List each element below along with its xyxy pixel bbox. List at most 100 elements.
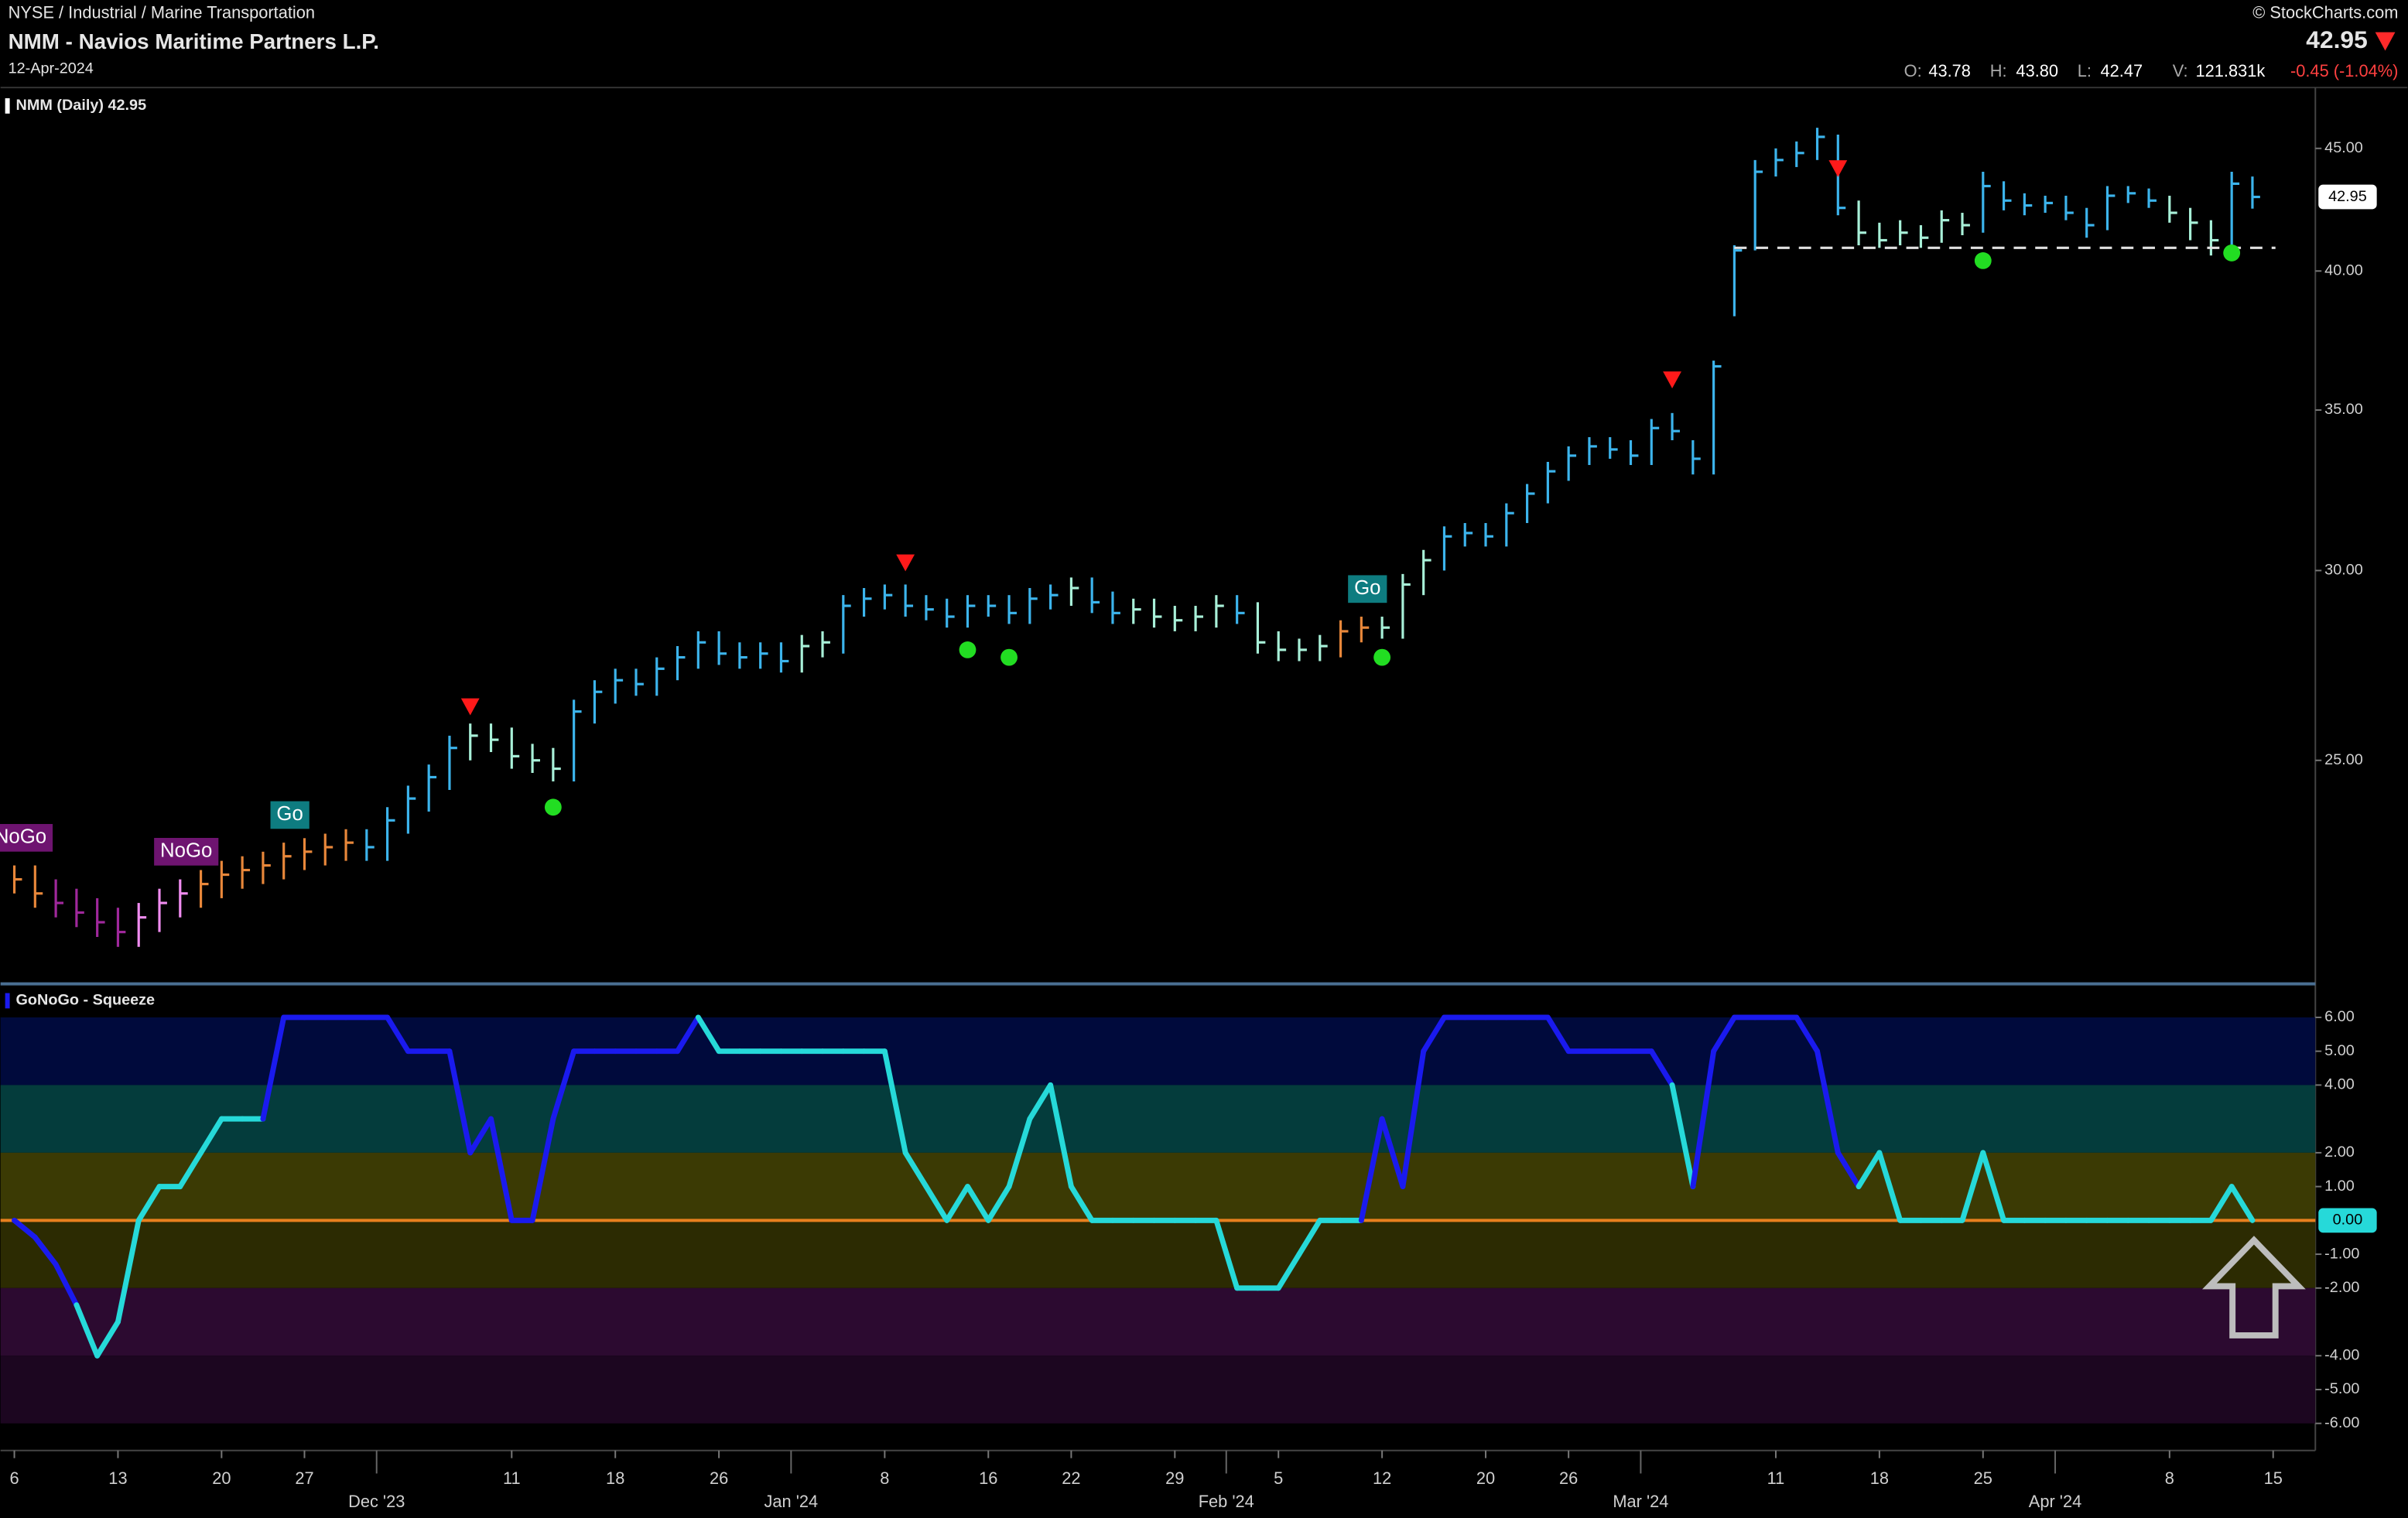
credit: © StockCharts.com bbox=[2252, 3, 2398, 22]
stat-value: 121.831k bbox=[2196, 61, 2266, 80]
indicator-segment bbox=[1275, 1251, 1302, 1291]
indicator-segment bbox=[135, 1184, 162, 1223]
down-signal bbox=[1828, 160, 1848, 177]
y-tick-label: 1.00 bbox=[2324, 1178, 2355, 1195]
indicator-segment bbox=[1815, 1048, 1841, 1156]
indicator-segment bbox=[115, 1217, 142, 1325]
last-price: 42.95 bbox=[2306, 26, 2367, 53]
regime-label-bg bbox=[0, 824, 53, 852]
indicator-segment bbox=[1856, 1150, 1883, 1190]
indicator-segment bbox=[1006, 1116, 1033, 1190]
up-arrow-annotation bbox=[2202, 1236, 2306, 1339]
x-tick-label: 26 bbox=[1559, 1468, 1578, 1488]
chart-date: 12-Apr-2024 bbox=[9, 60, 94, 77]
stat-value: 42.47 bbox=[2101, 61, 2143, 80]
regime-label: Go bbox=[1354, 577, 1380, 599]
stat-value: 43.80 bbox=[2016, 61, 2058, 80]
x-tick-label: 25 bbox=[1974, 1468, 1992, 1488]
up-signal bbox=[2223, 244, 2241, 262]
down-signal bbox=[460, 698, 480, 716]
y-tick-label: 2.00 bbox=[2324, 1144, 2355, 1161]
stat-label: H: bbox=[1990, 61, 2007, 80]
indicator-segment bbox=[198, 1116, 224, 1156]
indicator-segment bbox=[529, 1116, 556, 1223]
indicator-segment bbox=[675, 1014, 701, 1055]
month-label: Apr '24 bbox=[2029, 1492, 2081, 1511]
y-tick-label: -6.00 bbox=[2324, 1414, 2359, 1431]
zone-band bbox=[0, 1152, 2316, 1221]
indicator-segment bbox=[1027, 1082, 1054, 1122]
y-tick-label: -5.00 bbox=[2324, 1380, 2359, 1397]
indicator-panel-label: GoNoGo - Squeeze bbox=[16, 992, 156, 1009]
indicator-segment bbox=[695, 1014, 722, 1055]
y-tick-label: 40.00 bbox=[2324, 262, 2363, 279]
indicator-segment bbox=[1068, 1184, 1095, 1223]
regime-label: Go bbox=[276, 803, 303, 825]
indicator-segment bbox=[1690, 1048, 1717, 1190]
indicator-segment bbox=[902, 1150, 929, 1190]
indicator-segment bbox=[881, 1048, 908, 1156]
x-tick-label: 15 bbox=[2264, 1468, 2283, 1488]
y-tick-label: 25.00 bbox=[2324, 751, 2363, 768]
indicator-segment bbox=[944, 1184, 970, 1223]
indicator-segment bbox=[1379, 1116, 1406, 1190]
indicator-segment bbox=[1959, 1150, 1986, 1223]
regime-label: NoGo bbox=[0, 826, 46, 848]
x-tick-label: 8 bbox=[880, 1468, 889, 1488]
month-label: Mar '24 bbox=[1613, 1492, 1668, 1511]
indicator-segment bbox=[12, 1217, 38, 1240]
stat-label: V: bbox=[2173, 61, 2188, 80]
stat-value: 43.78 bbox=[1928, 61, 1971, 80]
zone-band bbox=[0, 1287, 2316, 1356]
indicator-segment bbox=[1648, 1048, 1675, 1088]
indicator-segment bbox=[1421, 1014, 1447, 1055]
legend-swatch bbox=[5, 97, 10, 114]
indicator-segment bbox=[74, 1302, 101, 1359]
breadcrumb: NYSE / Industrial / Marine Transportatio… bbox=[9, 3, 315, 22]
month-label: Jan '24 bbox=[764, 1492, 819, 1511]
indicator-segment bbox=[446, 1048, 474, 1156]
y-tick-label: -4.00 bbox=[2324, 1346, 2359, 1363]
indicator-segment bbox=[1544, 1014, 1572, 1055]
indicator-segment bbox=[177, 1150, 204, 1190]
x-tick-label: 20 bbox=[1476, 1468, 1495, 1488]
zone-band bbox=[0, 1017, 2316, 1086]
indicator-segment bbox=[1213, 1217, 1240, 1291]
down-signal bbox=[896, 554, 915, 572]
y-tick-label: 30.00 bbox=[2324, 562, 2363, 579]
indicator-segment bbox=[1711, 1014, 1737, 1055]
stat-label: L: bbox=[2078, 61, 2092, 80]
x-tick-label: 26 bbox=[710, 1468, 728, 1488]
price-panel-label: NMM (Daily) 42.95 bbox=[16, 97, 147, 114]
indicator-segment bbox=[32, 1234, 59, 1267]
x-tick-label: 12 bbox=[1373, 1468, 1391, 1488]
legend-swatch bbox=[5, 993, 10, 1009]
month-label: Feb '24 bbox=[1199, 1492, 1254, 1511]
x-tick-label: 18 bbox=[606, 1468, 624, 1488]
price-badge-label: 42.95 bbox=[2328, 188, 2367, 205]
indicator-segment bbox=[1794, 1014, 1821, 1055]
regime-label-bg bbox=[1348, 575, 1387, 603]
indicator-segment bbox=[1980, 1150, 2007, 1223]
y-tick-label: -1.00 bbox=[2324, 1245, 2359, 1262]
indicator-segment bbox=[1876, 1150, 1903, 1223]
regime-label-bg bbox=[154, 837, 219, 866]
x-tick-label: 29 bbox=[1165, 1468, 1184, 1488]
indicator-segment bbox=[2208, 1184, 2235, 1223]
indicator-segment bbox=[965, 1184, 991, 1223]
month-label: Dec '23 bbox=[348, 1492, 405, 1511]
x-tick-label: 11 bbox=[503, 1468, 521, 1488]
indicator-segment bbox=[2228, 1184, 2256, 1223]
oscillator-panel: 6.00 5.00 4.00 2.00 1.00 -1.00 -2.00 -4.00 -5.00… bbox=[0, 1008, 2377, 1431]
indicator-segment bbox=[385, 1014, 411, 1055]
indicator-segment bbox=[488, 1116, 515, 1223]
indicator-segment bbox=[985, 1184, 1012, 1223]
price-panel: 25.00 30.00 35.00 40.00 45.00 NoGo NoGo Go Go 42.… bbox=[0, 128, 2377, 947]
indicator-segment bbox=[923, 1184, 950, 1223]
indicator-segment bbox=[1296, 1217, 1323, 1257]
up-signal bbox=[959, 641, 977, 658]
x-tick-label: 11 bbox=[1767, 1468, 1785, 1488]
x-tick-label: 27 bbox=[295, 1468, 313, 1488]
price-badge bbox=[2318, 184, 2377, 210]
